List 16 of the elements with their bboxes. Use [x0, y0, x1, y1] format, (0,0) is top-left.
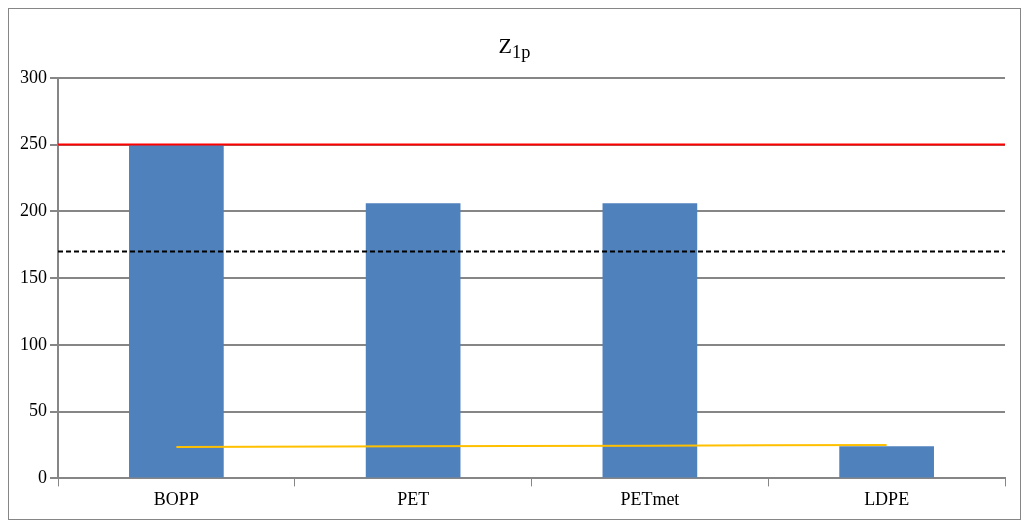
y-tick-label: 100 — [20, 333, 47, 354]
bar — [602, 203, 698, 478]
x-tick-label: PETmet — [620, 488, 680, 509]
y-tick-label: 0 — [38, 467, 47, 488]
bar — [839, 446, 934, 478]
y-tick-label: 50 — [29, 400, 47, 421]
y-tick-label: 250 — [20, 133, 47, 154]
bar — [365, 203, 461, 478]
y-tick-label: 300 — [20, 66, 47, 87]
y-tick-label: 200 — [20, 200, 47, 221]
y-tick-label: 150 — [20, 266, 47, 287]
chart-title: Z$_{1p}$ — [497, 33, 532, 64]
x-tick-label: PET — [397, 488, 430, 509]
x-tick-label: BOPP — [153, 488, 199, 509]
bar — [129, 144, 224, 478]
x-tick-label: LDPE — [864, 488, 910, 509]
